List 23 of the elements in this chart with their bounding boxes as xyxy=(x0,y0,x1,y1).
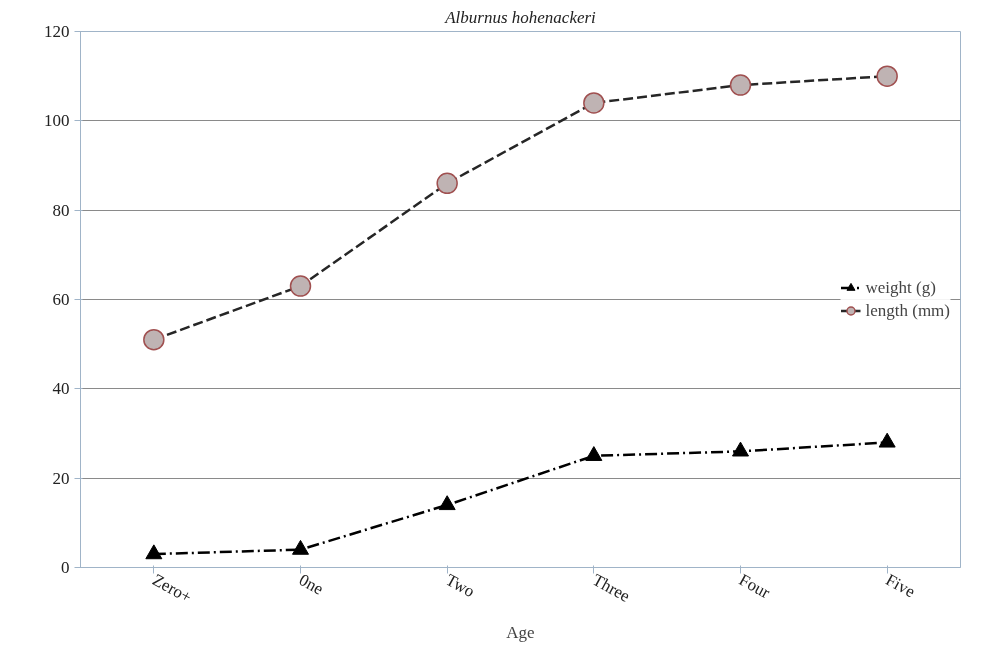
y-tick-label: 120 xyxy=(44,22,70,41)
x-axis-title: Age xyxy=(506,623,535,643)
y-tick-label: 0 xyxy=(61,558,70,577)
x-tick-label: Three xyxy=(589,570,634,606)
y-tick-label: 20 xyxy=(52,468,70,488)
point xyxy=(292,539,309,555)
y-tick-label: 60 xyxy=(52,290,70,309)
y-tick-label: 40 xyxy=(52,379,70,399)
point xyxy=(438,495,456,511)
y-tick-label: 80 xyxy=(52,200,70,220)
point xyxy=(585,446,603,461)
chart-title: Alburnus hohenackeri xyxy=(444,7,597,27)
point xyxy=(732,441,749,457)
x-tick-label: Four xyxy=(735,570,774,603)
x-tick-label: Zero+ xyxy=(149,570,195,607)
point xyxy=(145,544,163,560)
legend-label: length (mm) xyxy=(865,300,950,321)
x-tick-label: 0ne xyxy=(295,570,327,599)
x-tick-label: Five xyxy=(882,570,919,602)
x-tick-label: Two xyxy=(442,570,479,602)
y-tick-label: 100 xyxy=(44,111,70,131)
point xyxy=(878,432,896,448)
legend-label: weight (g) xyxy=(865,277,936,298)
